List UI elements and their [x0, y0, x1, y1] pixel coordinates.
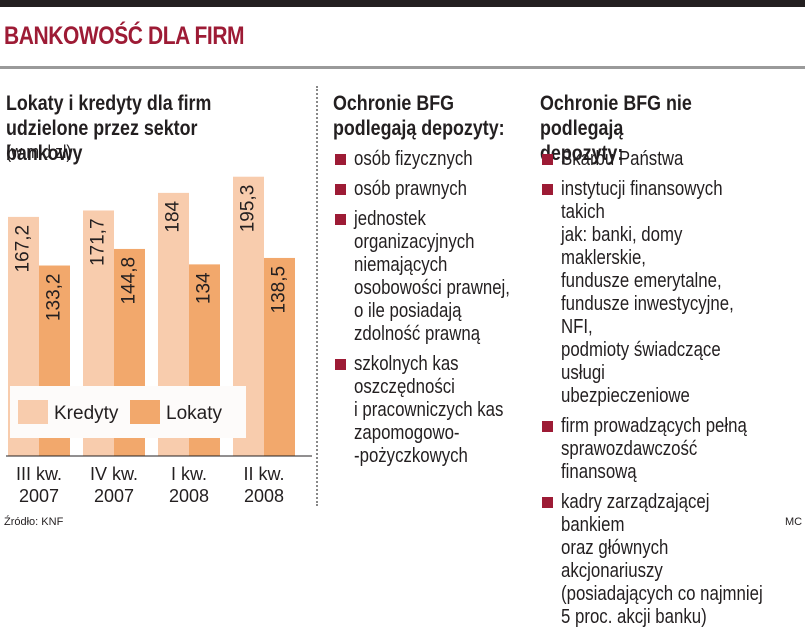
bar-chart: 167,2 133,2 III kw. 2007 171,7 144,8 IV kw. 200… — [6, 176, 312, 506]
list-item: szkolnych kas oszczędności i pracowniczy… — [333, 353, 543, 468]
list-item: instytucji finansowych takich jak: banki… — [540, 178, 802, 408]
square-bullet-icon — [542, 184, 553, 195]
list-item: jednostek organizacyjnych niemających os… — [333, 208, 543, 346]
square-bullet-icon — [542, 154, 553, 165]
square-bullet-icon — [335, 154, 346, 165]
list-item: firm prowadzących pełną sprawozdawczość … — [540, 415, 802, 484]
top-rule — [0, 0, 805, 7]
legend-label: Lokaty — [166, 403, 222, 424]
x-tick-label: II kw. 2008 — [243, 464, 284, 506]
chart-title: Lokaty i kredyty dla firm udzielone prze… — [6, 92, 212, 165]
headline-separator — [0, 66, 805, 69]
square-bullet-icon — [542, 497, 553, 508]
square-bullet-icon — [335, 214, 346, 225]
covered-title: Ochronie BFG podlegają depozyty: — [333, 92, 505, 140]
legend-label: Kredyty — [54, 403, 119, 424]
list-item-text: jednostek organizacyjnych niemających os… — [354, 208, 510, 345]
list-item-text: szkolnych kas oszczędności i pracowniczy… — [354, 353, 504, 467]
square-bullet-icon — [335, 359, 346, 370]
square-bullet-icon — [335, 184, 346, 195]
author-credit: MC — [785, 516, 803, 528]
legend-box — [10, 386, 246, 438]
legend-swatch-kredyty — [18, 400, 48, 424]
not-covered-list: Skarbu Państwa instytucji finansowych tak… — [540, 148, 802, 636]
x-tick-label: IV kw. 2007 — [90, 464, 138, 506]
column-divider — [316, 86, 318, 506]
list-item-text: osób fizycznych — [354, 148, 473, 170]
list-item-text: Skarbu Państwa — [561, 148, 684, 170]
list-item: osób fizycznych — [333, 148, 543, 171]
list-item: Skarbu Państwa — [540, 148, 802, 171]
list-item-text: instytucji finansowych takich jak: banki… — [561, 178, 734, 407]
covered-list: osób fizycznych osób prawnych jednostek or… — [333, 148, 543, 475]
list-item-text: kadry zarządzającej bankiem oraz głównyc… — [561, 491, 763, 628]
source-note: Źródło: KNF — [4, 516, 64, 528]
x-tick-label: III kw. 2007 — [16, 464, 62, 506]
list-item-text: firm prowadzących pełną sprawozdawczość … — [561, 415, 747, 483]
chart-unit: (w mld zł) — [6, 142, 72, 162]
square-bullet-icon — [542, 421, 553, 432]
data-label: 133,2 — [44, 274, 65, 322]
list-item: osób prawnych — [333, 178, 543, 201]
data-label: 134 — [194, 272, 215, 304]
data-label: 167,2 — [13, 225, 34, 273]
list-item: kadry zarządzającej bankiem oraz głównyc… — [540, 491, 802, 629]
data-label: 171,7 — [88, 218, 109, 266]
data-label: 184 — [163, 200, 184, 232]
x-tick-label: I kw. 2008 — [169, 464, 209, 506]
data-label: 138,5 — [269, 266, 290, 314]
headline: BANKOWOŚĆ DLA FIRM — [4, 22, 245, 50]
bar-lokaty — [264, 257, 295, 456]
list-item-text: osób prawnych — [354, 178, 468, 200]
not-covered-title: Ochronie BFG nie podlegają depozyty: — [540, 92, 692, 165]
legend-swatch-lokaty — [130, 400, 160, 424]
data-label: 195,3 — [238, 185, 259, 233]
data-label: 144,8 — [119, 257, 140, 305]
